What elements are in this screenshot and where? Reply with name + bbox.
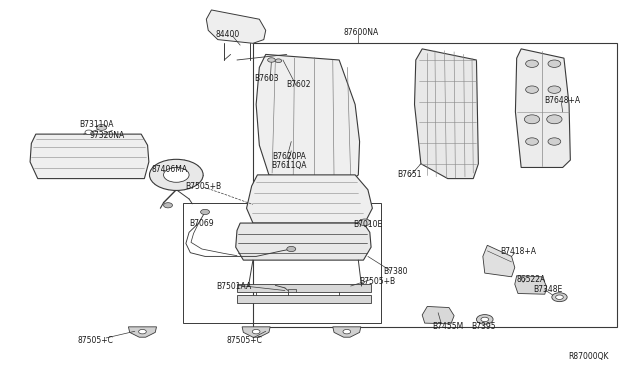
- Text: 87505+C: 87505+C: [227, 336, 262, 346]
- Circle shape: [287, 246, 296, 251]
- Polygon shape: [30, 134, 149, 179]
- Polygon shape: [256, 54, 360, 182]
- Text: R87000QK: R87000QK: [568, 352, 609, 361]
- Polygon shape: [129, 327, 157, 337]
- Polygon shape: [483, 245, 515, 277]
- Text: B7418+A: B7418+A: [500, 247, 536, 256]
- Text: B7455M: B7455M: [432, 321, 463, 331]
- Circle shape: [548, 138, 561, 145]
- Text: 84400: 84400: [215, 29, 239, 39]
- Text: 97320NA: 97320NA: [90, 131, 125, 141]
- Circle shape: [275, 59, 282, 62]
- Text: B7069: B7069: [189, 219, 214, 228]
- Text: B7651: B7651: [397, 170, 422, 179]
- Text: B7505+B: B7505+B: [360, 277, 396, 286]
- Circle shape: [552, 293, 567, 302]
- Text: B7620PA: B7620PA: [272, 152, 306, 161]
- Text: 87505+C: 87505+C: [77, 336, 113, 346]
- Circle shape: [139, 330, 147, 334]
- Text: B7501AA: B7501AA: [216, 282, 252, 291]
- Circle shape: [150, 159, 203, 190]
- Polygon shape: [333, 327, 361, 337]
- Text: B7348E: B7348E: [533, 285, 563, 294]
- Circle shape: [343, 330, 351, 334]
- Circle shape: [525, 138, 538, 145]
- Text: B7505+B: B7505+B: [186, 182, 222, 190]
- Circle shape: [252, 330, 260, 334]
- Circle shape: [476, 315, 493, 324]
- Circle shape: [548, 86, 561, 93]
- Text: B7603: B7603: [255, 74, 279, 83]
- Polygon shape: [206, 10, 266, 43]
- Bar: [182, 203, 381, 323]
- Circle shape: [359, 219, 371, 226]
- Circle shape: [85, 130, 93, 135]
- Circle shape: [525, 60, 538, 67]
- Circle shape: [200, 209, 209, 215]
- Polygon shape: [236, 223, 371, 260]
- Polygon shape: [515, 49, 570, 167]
- Text: B73110A: B73110A: [79, 121, 114, 129]
- Circle shape: [548, 60, 561, 67]
- Circle shape: [97, 125, 107, 131]
- Bar: [253, 43, 617, 327]
- Polygon shape: [422, 307, 454, 324]
- Text: B7010E: B7010E: [353, 221, 383, 230]
- Text: B7602: B7602: [287, 80, 311, 89]
- Circle shape: [164, 203, 173, 208]
- Circle shape: [556, 295, 563, 299]
- Circle shape: [164, 167, 189, 182]
- Bar: [237, 284, 371, 292]
- Polygon shape: [242, 327, 270, 337]
- Polygon shape: [515, 276, 547, 294]
- Text: 86522A: 86522A: [516, 275, 545, 284]
- Text: B7380: B7380: [383, 267, 408, 276]
- Text: 87406MA: 87406MA: [152, 165, 188, 174]
- Bar: [237, 295, 371, 303]
- Circle shape: [547, 115, 562, 124]
- Circle shape: [481, 317, 488, 322]
- Polygon shape: [415, 49, 478, 179]
- Polygon shape: [246, 175, 372, 223]
- Text: B7648+A: B7648+A: [545, 96, 580, 105]
- Text: 87600NA: 87600NA: [344, 28, 379, 37]
- Circle shape: [525, 86, 538, 93]
- Text: B7611QA: B7611QA: [271, 161, 307, 170]
- Circle shape: [268, 58, 275, 62]
- Text: B7395: B7395: [471, 321, 496, 331]
- Bar: [288, 289, 296, 292]
- Circle shape: [524, 115, 540, 124]
